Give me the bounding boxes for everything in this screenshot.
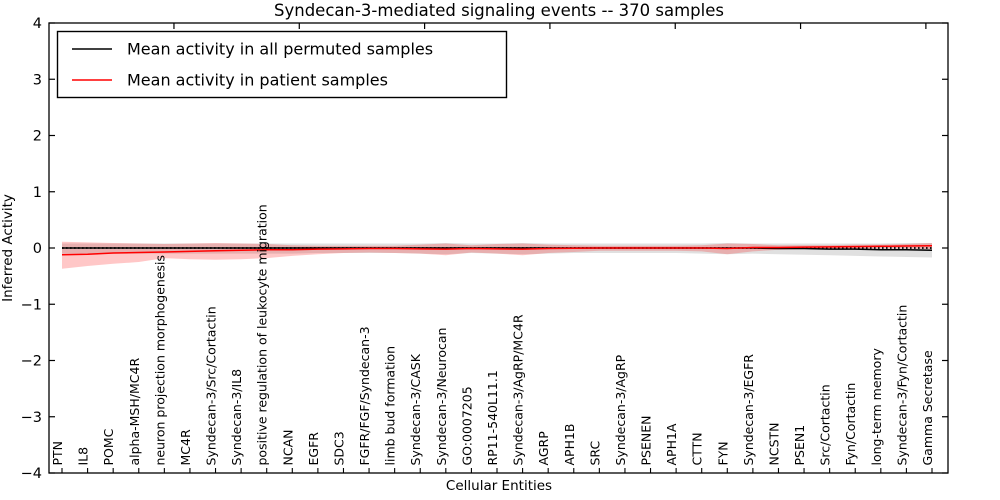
plot-frame xyxy=(48,22,949,474)
x-tick-label: IL8 xyxy=(76,447,91,466)
x-tick-label: SRC xyxy=(587,441,602,466)
x-tick-label: Syndecan-3/Neurocan xyxy=(434,328,449,466)
x-axis-label: Cellular Entities xyxy=(446,478,552,494)
x-tick-label: NCSTN xyxy=(766,423,781,466)
x-tick-label: FYN xyxy=(715,441,730,465)
x-tick-label: EGFR xyxy=(306,432,321,466)
x-tick-label: RP11-540L11.1 xyxy=(485,370,500,465)
legend-box xyxy=(56,30,508,99)
x-tick-label: Syndecan-3/EGFR xyxy=(741,354,756,466)
x-tick-label: alpha-MSH/MC4R xyxy=(127,358,142,466)
x-tick-label: MC4R xyxy=(178,429,193,465)
x-tick-label: neuron projection morphogenesis xyxy=(152,255,167,466)
permuted-mean-line xyxy=(62,247,933,251)
x-tick-label: Src/Cortactin xyxy=(818,384,833,465)
y-tick-label: 3 xyxy=(33,72,42,88)
x-tick-label: Gamma Secretase xyxy=(920,350,935,465)
x-tick-label: PSEN1 xyxy=(792,425,807,466)
x-tick-label: POMC xyxy=(101,428,116,465)
x-tick-label: limb bud formation xyxy=(383,346,398,466)
x-tick-label: FGFR/FGF/Syndecan-3 xyxy=(357,326,372,465)
x-tick-label: PSENEN xyxy=(639,416,654,466)
y-axis-label: Inferred Activity xyxy=(0,194,16,302)
x-tick-label: positive regulation of leukocyte migrati… xyxy=(255,204,270,465)
x-tick-label: Syndecan-3/IL8 xyxy=(229,369,244,466)
y-tick-label: 1 xyxy=(33,185,42,201)
plot-area: 4 3 2 1 0 −1 −2 −3 −4 PTN IL8 POMC alpha-MSH/MC4R neu… xyxy=(21,16,948,482)
x-tick-label: Syndecan-3/CASK xyxy=(408,353,423,465)
y-tick-label: −3 xyxy=(21,410,42,426)
x-tick-label: APH1B xyxy=(562,423,577,465)
legend-label-permuted: Mean activity in all permuted samples xyxy=(127,40,433,59)
legend-label-patient: Mean activity in patient samples xyxy=(127,71,388,90)
legend: Mean activity in all permuted samples Me… xyxy=(56,30,508,99)
y-tick-label: 2 xyxy=(33,129,42,145)
y-tick-label: −2 xyxy=(21,354,42,370)
y-tick-label: −4 xyxy=(21,466,42,482)
x-tick-label: Fyn/Cortactin xyxy=(843,383,858,466)
x-tick-label: APH1A xyxy=(664,423,679,465)
y-tick-label: −1 xyxy=(21,297,42,313)
x-tick-label: Syndecan-3/AgRP xyxy=(613,354,628,465)
patient-std-band xyxy=(62,241,932,269)
patient-mean-line xyxy=(61,245,933,256)
x-tick-label: Syndecan-3/Src/Cortactin xyxy=(204,306,219,465)
y-tick-label: 4 xyxy=(33,16,42,32)
x-tick-label: Syndecan-3/Fyn/Cortactin xyxy=(894,305,909,466)
chart-title: Syndecan-3-mediated signaling events -- … xyxy=(274,1,724,20)
x-tick-label: SDC3 xyxy=(331,431,346,465)
x-tick-label: GO:0007205 xyxy=(459,386,474,465)
y-tick-label: 0 xyxy=(33,241,42,257)
x-tick-label: PTN xyxy=(50,441,65,466)
x-tick-label: CTTN xyxy=(690,432,705,465)
x-tick-label: NCAN xyxy=(280,430,295,466)
x-tick-label: Syndecan-3/AgRP/MC4R xyxy=(511,314,526,465)
x-tick-label: long-term memory xyxy=(869,348,884,466)
x-tick-label: AGRP xyxy=(536,431,551,466)
permuted-std-band xyxy=(62,242,932,258)
